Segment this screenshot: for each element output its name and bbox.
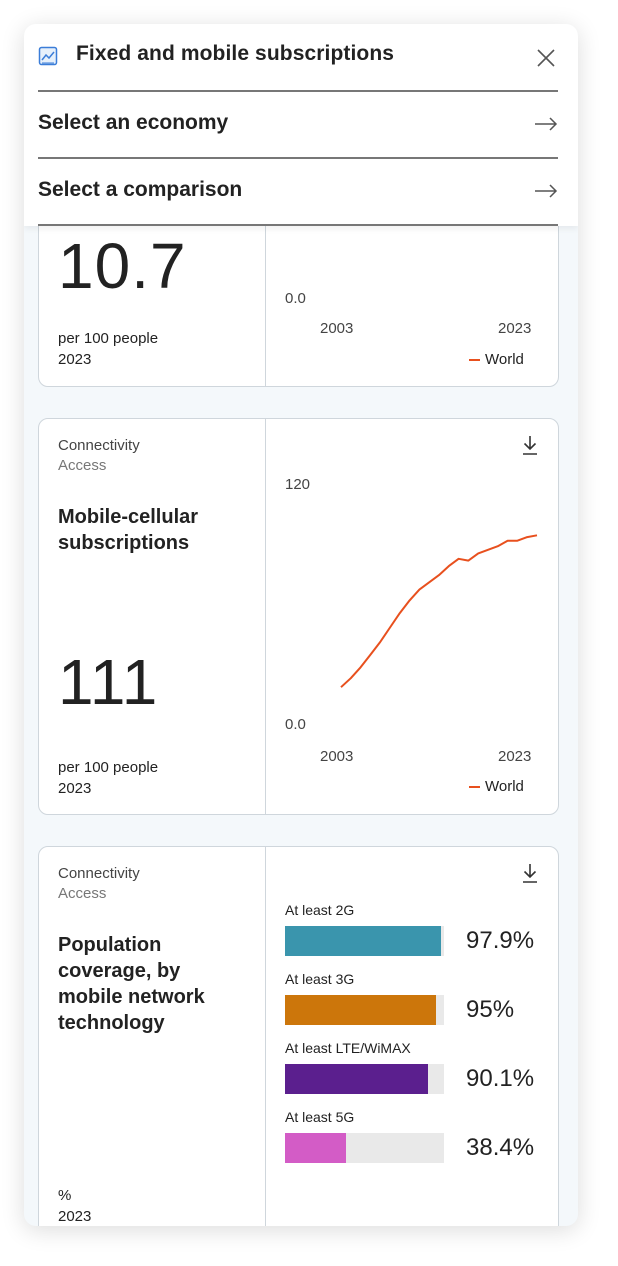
legend-swatch xyxy=(469,359,480,362)
x-axis-end-label: 2023 xyxy=(498,748,532,765)
bar-track xyxy=(285,926,444,956)
mobile-cellular-card: Connectivity Access Mobile-cellular subs… xyxy=(38,418,559,815)
y-axis-min-label: 0.0 xyxy=(285,290,306,307)
legend-label: World xyxy=(485,778,524,795)
card-chart: 120 0.0 2003 2023 World xyxy=(266,419,558,814)
card-chart: At least 2G 97.9% At least 3G 95% At least L… xyxy=(266,847,558,1226)
line-chart xyxy=(340,534,538,688)
y-axis-max-label: 120 xyxy=(285,476,311,493)
indicator-subcategory: Access xyxy=(58,457,107,474)
x-axis-start-label: 2003 xyxy=(320,748,354,765)
download-icon[interactable] xyxy=(521,862,539,884)
indicator-unit: per 100 people xyxy=(58,759,159,776)
bar-track xyxy=(285,1133,444,1163)
bar-category-label: At least 5G xyxy=(285,1109,355,1125)
bar xyxy=(285,1133,347,1163)
panel-title: Fixed and mobile subscriptions xyxy=(76,42,395,65)
bar-category-label: At least 2G xyxy=(285,902,355,918)
indicator-title: Mobile-cellular subscriptions xyxy=(58,506,199,554)
arrow-right-icon xyxy=(535,184,558,198)
indicator-title: Population coverage, by mobile network t… xyxy=(58,934,205,1034)
download-icon[interactable] xyxy=(521,434,539,456)
select-comparison-button[interactable]: Select a comparison xyxy=(38,159,558,223)
indicator-year: 2023 xyxy=(58,351,92,368)
divider xyxy=(38,224,558,226)
bar xyxy=(285,1064,429,1094)
indicator-unit: % xyxy=(58,1187,72,1204)
legend-label: World xyxy=(485,351,524,368)
legend-swatch xyxy=(469,786,480,789)
arrow-right-icon xyxy=(535,117,558,131)
divider xyxy=(38,157,558,159)
card-summary: Connectivity Access Population coverage,… xyxy=(39,847,266,1226)
bar-category-label: At least LTE/WiMAX xyxy=(285,1040,411,1056)
chart-legend: World xyxy=(469,778,524,795)
card-chart: 0.0 2003 2023 World xyxy=(266,145,558,386)
population-coverage-card: Connectivity Access Population coverage,… xyxy=(38,846,559,1226)
close-icon[interactable] xyxy=(534,46,558,70)
select-comparison-label: Select a comparison xyxy=(38,178,243,201)
bar xyxy=(285,995,437,1025)
title-row: Fixed and mobile subscriptions xyxy=(24,24,578,90)
select-economy-label: Select an economy xyxy=(38,111,229,134)
indicator-value: 10.7 xyxy=(58,230,187,302)
bar-track xyxy=(285,995,444,1025)
line-chart-icon xyxy=(38,46,58,66)
bar-category-label: At least 3G xyxy=(285,971,355,987)
chart-legend: World xyxy=(469,351,524,368)
indicator-subcategory: Access xyxy=(58,885,107,902)
bar-value-label: 95% xyxy=(466,996,515,1023)
indicator-value: 111 xyxy=(58,646,159,718)
bar-value-label: 97.9% xyxy=(466,927,535,954)
indicator-panel: 10.7 per 100 people 2023 0.0 2003 2023 W… xyxy=(24,24,578,1226)
bar-value-label: 38.4% xyxy=(466,1134,535,1161)
divider xyxy=(38,90,558,92)
card-summary: 10.7 per 100 people 2023 xyxy=(39,145,266,386)
indicator-category: Connectivity xyxy=(58,865,140,882)
bar-value-label: 90.1% xyxy=(466,1065,535,1092)
indicator-year: 2023 xyxy=(58,780,92,797)
bar-track xyxy=(285,1064,444,1094)
panel-header: Fixed and mobile subscriptions Select an… xyxy=(24,24,578,226)
card-summary: Connectivity Access Mobile-cellular subs… xyxy=(39,419,266,814)
x-axis-start-label: 2003 xyxy=(320,320,354,337)
y-axis-min-label: 0.0 xyxy=(285,716,306,733)
select-economy-button[interactable]: Select an economy xyxy=(38,92,558,156)
indicator-category: Connectivity xyxy=(58,437,140,454)
series-line-world xyxy=(340,534,538,688)
indicator-year: 2023 xyxy=(58,1208,92,1225)
bar xyxy=(285,926,441,956)
x-axis-end-label: 2023 xyxy=(498,320,532,337)
indicator-unit: per 100 people xyxy=(58,330,159,347)
